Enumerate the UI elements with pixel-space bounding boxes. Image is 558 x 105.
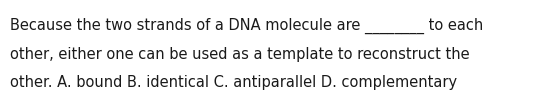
Text: other. A. bound B. identical C. antiparallel D. complementary: other. A. bound B. identical C. antipara… [10, 75, 457, 90]
Text: other, either one can be used as a template to reconstruct the: other, either one can be used as a templ… [10, 47, 470, 62]
Text: Because the two strands of a DNA molecule are ________ to each: Because the two strands of a DNA molecul… [10, 18, 483, 34]
